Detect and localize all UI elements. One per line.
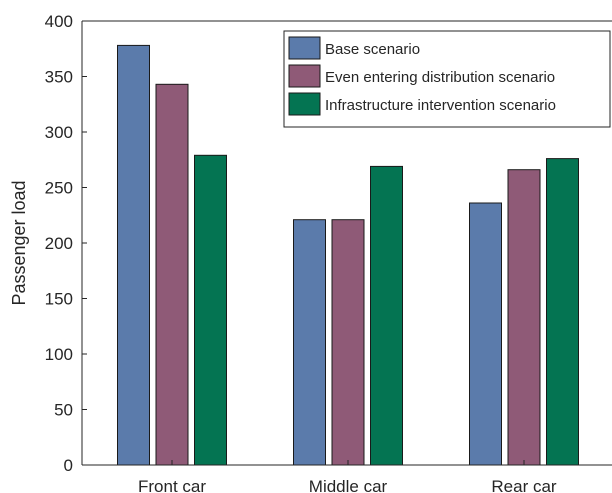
- bar-1-middle-car: [293, 219, 326, 466]
- bar-1-front-car: [117, 44, 150, 466]
- bar-1-rear-car: [469, 202, 502, 466]
- y-tick-label: 150: [45, 290, 73, 309]
- y-tick-label: 400: [45, 12, 73, 31]
- y-axis-label: Passenger load: [9, 180, 29, 305]
- bar-3-front-car: [194, 154, 227, 466]
- x-tick-label: Middle car: [309, 477, 388, 493]
- bar-2-rear-car: [507, 169, 541, 466]
- legend-swatch: [288, 64, 321, 88]
- legend-swatch: [288, 36, 321, 60]
- bar-2-front-car: [155, 83, 189, 466]
- y-tick-label: 350: [45, 68, 73, 87]
- y-tick-label: 0: [64, 456, 73, 475]
- bar-2-middle-car: [331, 219, 365, 466]
- y-tick-label: 100: [45, 345, 73, 364]
- legend: Base scenario Even entering distribution …: [283, 30, 611, 128]
- y-tick-label: 50: [54, 401, 73, 420]
- y-tick-label: 250: [45, 179, 73, 198]
- legend-label: Infrastructure intervention scenario: [325, 97, 556, 114]
- bar-3-rear-car: [546, 158, 579, 466]
- y-tick-label: 200: [45, 234, 73, 253]
- x-tick-label: Rear car: [491, 477, 557, 493]
- ticks-layer: 0 50 100 150 200 250 300 350 400 Front car Middle …: [45, 12, 557, 493]
- y-tick-label: 300: [45, 123, 73, 142]
- bar-3-middle-car: [370, 165, 403, 466]
- legend-label: Even entering distribution scenario: [325, 69, 555, 86]
- x-tick-label: Front car: [138, 477, 206, 493]
- legend-box: [283, 30, 611, 128]
- legend-label: Base scenario: [325, 41, 420, 58]
- legend-swatch: [288, 92, 321, 116]
- bars-layer: [117, 44, 579, 466]
